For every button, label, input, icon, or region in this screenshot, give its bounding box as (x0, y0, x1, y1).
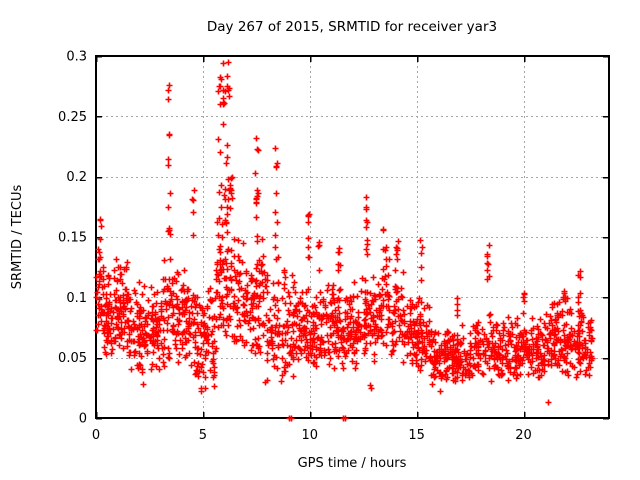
y-tick-label: 0.3 (66, 50, 87, 65)
x-tick-label: 0 (92, 428, 100, 443)
data-points (93, 59, 596, 422)
x-axis-label: GPS time / hours (298, 456, 407, 471)
y-tick-label: 0.05 (58, 351, 87, 366)
y-tick-labels: 0 0.05 0.1 0.15 0.2 0.25 0.3 (58, 50, 87, 427)
y-tick-label: 0 (79, 412, 87, 427)
x-tick-label: 15 (408, 428, 425, 443)
y-tick-label: 0.15 (58, 231, 87, 246)
x-tick-label: 5 (199, 428, 207, 443)
chart-title: Day 267 of 2015, SRMTID for receiver yar… (207, 19, 497, 35)
y-tick-label: 0.25 (58, 110, 87, 125)
axis-ticks (95, 55, 609, 420)
y-axis-label: SRMTID / TECUs (10, 185, 25, 290)
x-tick-label: 10 (301, 428, 318, 443)
x-tick-labels: 0 5 10 15 20 (92, 428, 532, 443)
x-tick-label: 20 (515, 428, 532, 443)
y-tick-label: 0.1 (66, 291, 87, 306)
y-tick-label: 0.2 (66, 170, 87, 185)
